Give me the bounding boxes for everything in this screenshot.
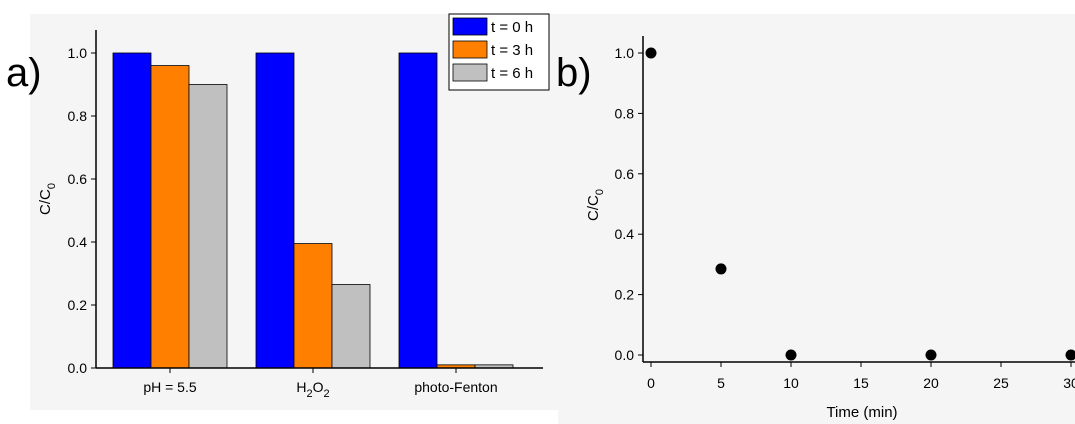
x-tick-label: 25 bbox=[993, 375, 1009, 391]
y-tick-label: 0.0 bbox=[615, 347, 635, 363]
chart-a-y-axis-title: C/C0 bbox=[37, 183, 58, 215]
bar bbox=[293, 243, 333, 369]
data-point bbox=[1065, 349, 1075, 361]
data-point bbox=[925, 349, 937, 361]
x-tick-label: 30 bbox=[1063, 375, 1075, 391]
panel-b-background bbox=[558, 14, 1075, 424]
data-point bbox=[715, 263, 727, 275]
y-tick-label: 1.0 bbox=[615, 45, 635, 61]
category-text: photo-Fenton bbox=[414, 379, 497, 395]
y-tick-label: 1.0 bbox=[68, 45, 88, 61]
legend-swatch bbox=[452, 63, 488, 82]
x-tick-label: 5 bbox=[717, 375, 725, 391]
chart-a-bars bbox=[112, 52, 514, 369]
panel-a-label: a) bbox=[6, 51, 42, 95]
bar bbox=[331, 284, 371, 369]
legend-label: t = 3 h bbox=[491, 42, 533, 59]
y-tick-label: 0.8 bbox=[68, 108, 88, 124]
x-tick-label: 10 bbox=[783, 375, 799, 391]
x-category-label: pH = 5.5 bbox=[143, 379, 197, 395]
legend-label: t = 0 h bbox=[491, 19, 533, 36]
legend-swatch bbox=[452, 40, 488, 59]
y-tick-label: 0.4 bbox=[615, 226, 635, 242]
category-text: H bbox=[296, 379, 306, 395]
y-tick-label: 0.6 bbox=[68, 171, 88, 187]
x-tick-label: 15 bbox=[853, 375, 869, 391]
chart-b: 0.0 0.2 0.4 0.6 0.8 1.0 0 5 10 15 20 25 30 Time (mi… bbox=[585, 36, 1075, 421]
chart-a-y-ticks: 0.0 0.2 0.4 0.6 0.8 1.0 bbox=[68, 45, 96, 376]
legend-label: t = 6 h bbox=[491, 65, 533, 82]
x-category-label: H2O2 bbox=[296, 379, 329, 400]
y-tick-label: 0.8 bbox=[615, 105, 635, 121]
bar bbox=[150, 65, 190, 369]
chart-a-x-categories: pH = 5.5 H2O2 photo-Fenton bbox=[143, 368, 498, 400]
category-text: 2 bbox=[324, 388, 330, 400]
panel-b-label: b) bbox=[556, 51, 592, 95]
chart-a: 0.00.20.40.60.81.0 pH = 5.5 H2O2 photo-Fen… bbox=[37, 13, 550, 400]
x-tick-label: 20 bbox=[923, 375, 939, 391]
y-tick-label: 0.6 bbox=[615, 166, 635, 182]
category-text: 2 bbox=[306, 388, 312, 400]
y-tick-label: 0.0 bbox=[68, 360, 88, 376]
y-tick-label: 0.2 bbox=[615, 287, 635, 303]
chart-b-y-axis-title: C/C0 bbox=[585, 189, 606, 221]
category-text: O bbox=[313, 379, 324, 395]
chart-b-x-ticks: 0 5 10 15 20 25 30 bbox=[647, 362, 1075, 391]
bar bbox=[398, 52, 438, 369]
data-point bbox=[785, 349, 797, 361]
chart-b-x-axis-title: Time (min) bbox=[826, 404, 897, 421]
y-tick-label: 0.4 bbox=[68, 234, 88, 250]
chart-b-y-ticks: 0.0 0.2 0.4 0.6 0.8 1.0 bbox=[615, 45, 643, 363]
data-point bbox=[645, 47, 657, 59]
bar bbox=[112, 52, 152, 369]
x-category-label: photo-Fenton bbox=[414, 379, 497, 395]
bar bbox=[255, 52, 295, 369]
y-tick-label: 0.2 bbox=[68, 297, 88, 313]
category-text: pH = 5.5 bbox=[143, 379, 197, 395]
legend-swatch bbox=[452, 17, 488, 36]
chart-a-legend: t = 0 h t = 3 h t = 6 h bbox=[448, 13, 550, 91]
x-tick-label: 0 bbox=[647, 375, 655, 391]
bar bbox=[188, 84, 228, 369]
chart-b-points bbox=[645, 47, 1075, 361]
